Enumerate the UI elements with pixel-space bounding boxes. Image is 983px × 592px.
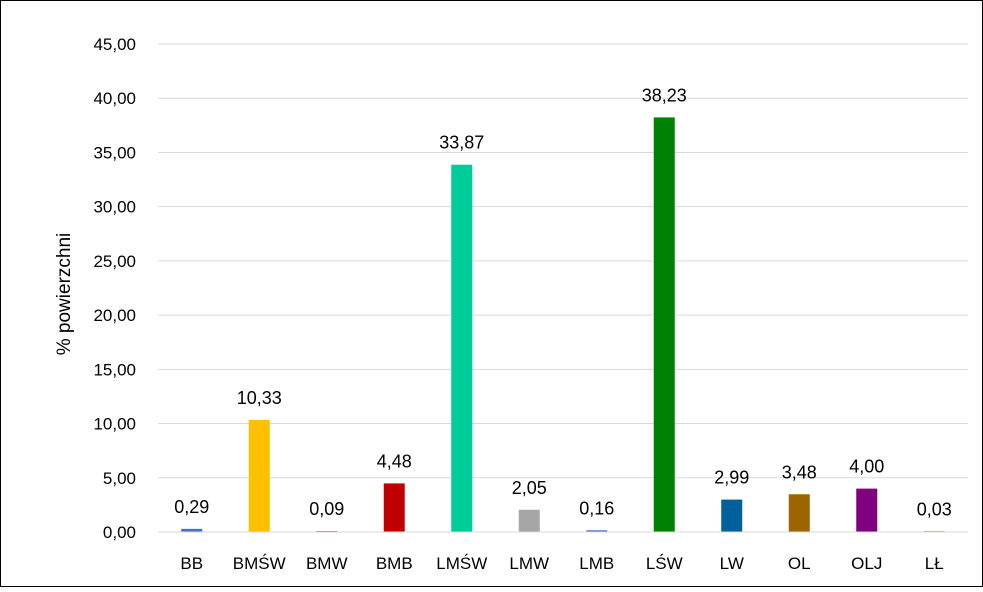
- bar: [383, 483, 405, 532]
- gridlines: [158, 43, 968, 479]
- y-tick-label: 15,00: [93, 360, 136, 379]
- bar: [721, 499, 743, 532]
- y-tick-label: 10,00: [93, 415, 136, 434]
- bar: [248, 419, 270, 532]
- y-axis-ticks: 0,00 5,00 10,00 15,00 20,00 25,00 30,00 35,00 40…: [93, 35, 136, 542]
- y-tick-label: 45,00: [93, 35, 136, 54]
- data-label: 0,03: [917, 500, 952, 520]
- bars: [181, 117, 945, 533]
- data-label: 38,23: [642, 85, 687, 105]
- bar: [653, 117, 675, 533]
- data-labels: 0,29 10,33 0,09 4,48 33,87 2,05 0,16 38,23 2,99 3…: [174, 85, 952, 519]
- data-label: 4,00: [849, 457, 884, 477]
- x-tick-label: LŁ: [925, 554, 944, 573]
- x-tick-label: OL: [788, 554, 811, 573]
- y-tick-label: 40,00: [93, 89, 136, 108]
- data-label: 0,16: [579, 498, 614, 518]
- y-tick-label: 5,00: [103, 469, 136, 488]
- x-tick-label: BMŚW: [233, 554, 286, 573]
- y-tick-label: 30,00: [93, 198, 136, 217]
- x-tick-label: LŚW: [646, 554, 683, 573]
- x-tick-label: BMW: [306, 554, 348, 573]
- bar: [856, 488, 878, 532]
- data-label: 10,33: [237, 388, 282, 408]
- data-label: 0,09: [309, 499, 344, 519]
- x-tick-label: BB: [180, 554, 203, 573]
- x-tick-label: LMW: [509, 554, 549, 573]
- x-tick-label: LMB: [579, 554, 614, 573]
- y-tick-label: 20,00: [93, 306, 136, 325]
- y-tick-label: 35,00: [93, 143, 136, 162]
- x-tick-label: LW: [720, 554, 744, 573]
- data-label: 33,87: [439, 133, 484, 153]
- bar: [451, 164, 473, 532]
- y-tick-label: 0,00: [103, 523, 136, 542]
- data-label: 2,99: [714, 468, 749, 488]
- bar: [181, 528, 203, 532]
- x-tick-label: OLJ: [851, 554, 882, 573]
- x-axis-ticks: BB BMŚW BMW BMB LMŚW LMW LMB LŚW LW OL OLJ LŁ: [180, 554, 943, 573]
- data-label: 3,48: [782, 462, 817, 482]
- data-label: 2,05: [512, 478, 547, 498]
- x-tick-label: BMB: [376, 554, 413, 573]
- bar: [788, 494, 810, 532]
- bar: [586, 530, 608, 532]
- x-tick-label: LMŚW: [436, 554, 487, 573]
- y-tick-label: 25,00: [93, 252, 136, 271]
- y-axis-label: % powierzchni: [54, 233, 75, 356]
- data-label: 4,48: [377, 451, 412, 471]
- data-label: 0,29: [174, 497, 209, 517]
- bar: [518, 509, 540, 532]
